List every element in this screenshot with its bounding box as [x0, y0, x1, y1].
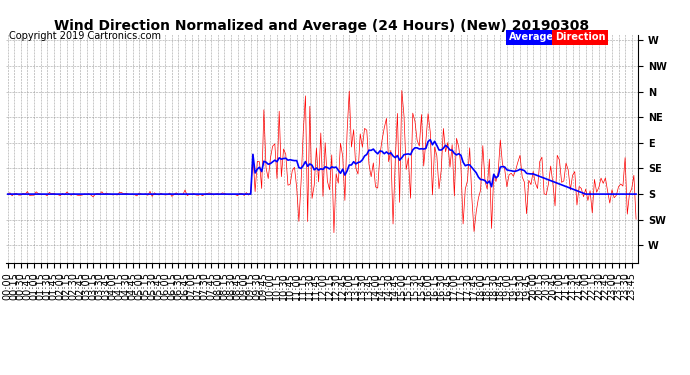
Text: Copyright 2019 Cartronics.com: Copyright 2019 Cartronics.com: [9, 32, 161, 41]
Text: Average: Average: [509, 32, 553, 42]
Title: Wind Direction Normalized and Average (24 Hours) (New) 20190308: Wind Direction Normalized and Average (2…: [55, 20, 589, 33]
Text: Direction: Direction: [555, 32, 605, 42]
